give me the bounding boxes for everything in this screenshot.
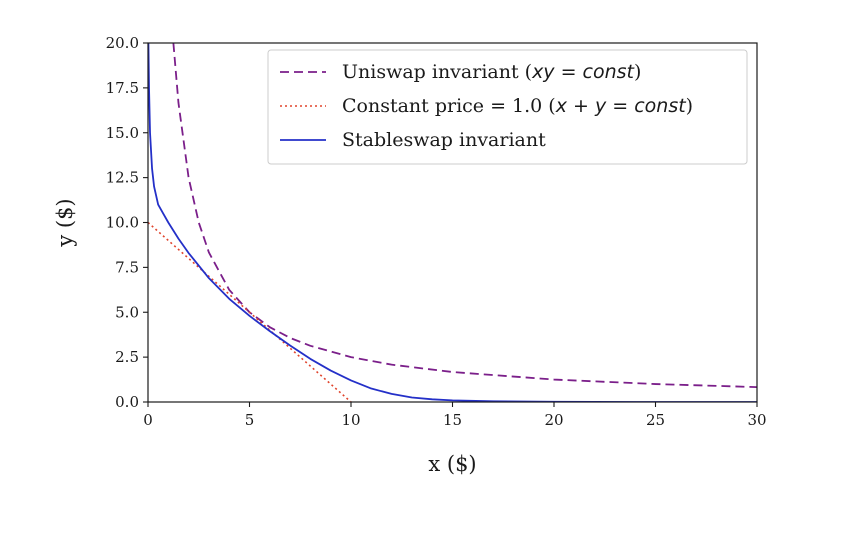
legend-label-math: x + y = const (555, 95, 687, 117)
legend-label-1: Uniswap invariant (xy = const) (342, 61, 641, 83)
legend-box (267, 49, 748, 165)
y-axis: 0.0 2.5 5.0 7.5 10.0 12.5 15.0 17.5 20.0 (106, 34, 148, 411)
y-tick-label: 2.5 (115, 348, 139, 366)
legend-label-tail: ) (686, 95, 693, 117)
legend-label-math: xy = const (531, 61, 635, 83)
legend-label-3: Stableswap invariant (342, 129, 546, 151)
legend-label-text: Constant price = 1.0 ( (342, 95, 556, 117)
x-axis-label: x ($) (428, 452, 476, 476)
y-tick-label: 5.0 (115, 303, 139, 321)
y-axis-label: y ($) (53, 198, 77, 247)
x-tick-label: 15 (443, 411, 462, 429)
y-tick-label: 17.5 (106, 79, 139, 97)
x-tick-label: 30 (747, 411, 766, 429)
x-tick-label: 0 (143, 411, 153, 429)
x-tick-label: 5 (245, 411, 255, 429)
y-tick-label: 15.0 (106, 124, 139, 142)
series-line-2 (148, 221, 352, 402)
x-axis: 0 5 10 15 20 25 30 (143, 402, 767, 429)
x-tick-label: 25 (646, 411, 665, 429)
series-layer (148, 43, 757, 402)
plot-area: 0 5 10 15 20 25 30 0.0 2.5 5.0 7.5 10.0 12.5 15.0 17.… (106, 34, 767, 429)
legend-label-tail: ) (634, 61, 641, 83)
legend-label-text: Stableswap invariant (342, 129, 546, 151)
y-tick-label: 20.0 (106, 34, 139, 52)
y-tick-label: 0.0 (115, 393, 139, 411)
x-tick-label: 20 (544, 411, 563, 429)
series-line-3 (148, 43, 757, 402)
legend-label-2: Constant price = 1.0 (x + y = const) (342, 95, 693, 117)
legend-label-text: Uniswap invariant ( (342, 61, 532, 83)
legend: Uniswap invariant (xy = const)Constant p… (267, 49, 748, 165)
series-line-1 (172, 43, 757, 388)
x-tick-label: 10 (341, 411, 360, 429)
y-tick-label: 10.0 (106, 214, 139, 232)
y-tick-label: 7.5 (115, 258, 139, 276)
y-tick-label: 12.5 (106, 169, 139, 187)
